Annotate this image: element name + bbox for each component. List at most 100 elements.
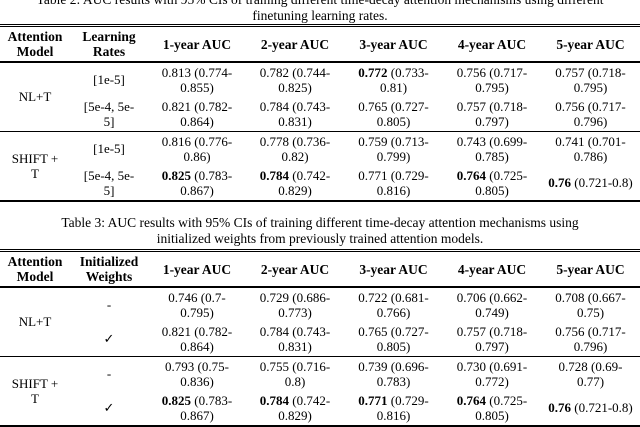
auc-value: 0.76 [548, 175, 571, 191]
auc-cell: 0.784 (0.742-0.829) [246, 166, 344, 201]
auc-cell: 0.722 (0.681-0.766) [344, 287, 443, 322]
group-shift-t: SHIFT + T [1e-5] 0.816 (0.776-0.86) 0.77… [0, 132, 640, 201]
col-header-3-year-auc: 3-year AUC [359, 261, 428, 277]
table-3: Attention Model Initialized Weights 1-ye… [0, 249, 640, 427]
col-header-1-year-auc: 1-year AUC [162, 36, 232, 52]
table-row: ✓ 0.821 (0.782-0.864) 0.784 (0.743-0.831… [0, 322, 640, 357]
group-nl-t: NL+T - 0.746 (0.7-0.795) 0.729 (0.686-0.… [0, 287, 640, 357]
auc-cell: 0.755 (0.716-0.8) [246, 357, 344, 392]
auc-ci: (0.681-0.766) [376, 289, 429, 321]
auc-cell: 0.743 (0.699-0.785) [443, 132, 541, 167]
table-row: SHIFT + T [1e-5] 0.816 (0.776-0.86) 0.77… [0, 132, 640, 182]
auc-value: 0.764 [456, 167, 487, 183]
auc-value: 0.756 [555, 98, 585, 114]
auc-value: 0.739 [358, 358, 388, 374]
auc-cell: 0.772 (0.733-0.81) [344, 62, 443, 97]
col-header-2-year-auc: 2-year AUC [260, 261, 330, 277]
auc-ci: (0.716-0.8) [284, 358, 331, 390]
auc-value: 0.755 [259, 358, 290, 374]
auc-cell: 0.821 (0.782-0.864) [148, 97, 246, 132]
auc-cell: 0.76 (0.721-0.8) [541, 391, 640, 426]
caption-line: initialized weights from previously trai… [156, 231, 484, 246]
auc-cell: 0.746 (0.7-0.795) [148, 287, 246, 322]
auc-cell: 0.821 (0.782-0.864) [148, 322, 246, 357]
auc-ci: (0.662-0.749) [475, 289, 528, 321]
auc-ci: (0.744-0.825) [278, 64, 331, 96]
auc-value: 0.793 [165, 358, 195, 374]
auc-cell: 0.813 (0.774-0.855) [148, 62, 246, 97]
auc-ci: (0.718-0.797) [475, 323, 528, 355]
caption-line: finetuning learning rates. [252, 8, 388, 23]
auc-value: 0.76 [548, 400, 571, 416]
auc-value: 0.757 [456, 323, 487, 339]
caption-line: Table 3: AUC results with 95% CIs of tra… [61, 215, 579, 230]
auc-value: 0.821 [161, 323, 192, 339]
auc-cell: 0.765 (0.727-0.805) [344, 322, 443, 357]
auc-ci: (0.69-0.77) [576, 358, 623, 390]
auc-value: 0.825 [161, 167, 192, 183]
auc-value: 0.771 [358, 392, 388, 408]
auc-cell: 0.771 (0.729-0.816) [344, 166, 443, 201]
auc-cell: 0.729 (0.686-0.773) [246, 287, 344, 322]
auc-cell: 0.816 (0.776-0.86) [148, 132, 246, 167]
auc-value: 0.772 [358, 64, 388, 80]
auc-value: 0.813 [161, 64, 192, 80]
auc-ci: (0.717-0.796) [573, 323, 626, 355]
auc-value: 0.756 [555, 323, 585, 339]
auc-ci: (0.696-0.783) [376, 358, 429, 390]
auc-value: 0.784 [259, 167, 290, 183]
auc-ci: (0.782-0.864) [180, 98, 233, 130]
auc-ci: (0.686-0.773) [278, 289, 331, 321]
table-row: NL+T [1e-5] 0.813 (0.774-0.855) 0.782 (0… [0, 62, 640, 105]
auc-value: 0.764 [456, 392, 487, 408]
table-row: SHIFT + T - 0.793 (0.75-0.836) 0.755 (0.… [0, 357, 640, 407]
auc-cell: 0.771 (0.729-0.816) [344, 391, 443, 426]
auc-ci: (0.721-0.8) [574, 175, 633, 191]
col-header-2-year-auc: 2-year AUC [260, 36, 330, 52]
col-header-learning-rates: Learning Rates [82, 29, 136, 59]
auc-value: 0.816 [161, 133, 192, 149]
auc-value: 0.741 [555, 133, 585, 149]
auc-ci: (0.733-0.81) [379, 64, 429, 96]
auc-value: 0.784 [259, 392, 290, 408]
auc-cell: 0.782 (0.744-0.825) [246, 62, 344, 97]
auc-cell: 0.739 (0.696-0.783) [344, 357, 443, 392]
auc-ci: (0.721-0.8) [574, 400, 633, 416]
group-shift-t: SHIFT + T - 0.793 (0.75-0.836) 0.755 (0.… [0, 357, 640, 426]
auc-cell: 0.825 (0.783-0.867) [148, 391, 246, 426]
init-weights-cell: ✓ [103, 331, 115, 347]
auc-ci: (0.691-0.772) [475, 358, 528, 390]
model-cell: NL+T [18, 89, 52, 105]
init-weights-cell: - [106, 366, 112, 382]
model-cell: SHIFT + T [11, 375, 59, 407]
auc-value: 0.778 [259, 133, 290, 149]
table-2: Attention Model Learning Rates 1-year AU… [0, 24, 640, 202]
auc-value: 0.782 [259, 64, 290, 80]
header-row: Attention Model Learning Rates 1-year AU… [0, 26, 640, 63]
auc-cell: 0.778 (0.736-0.82) [246, 132, 344, 167]
col-header-attention-model: Attention Model [7, 29, 63, 59]
auc-value: 0.730 [456, 358, 487, 374]
auc-value: 0.784 [259, 323, 290, 339]
auc-ci: (0.667-0.75) [576, 289, 626, 321]
auc-cell: 0.765 (0.727-0.805) [344, 97, 443, 132]
auc-cell: 0.76 (0.721-0.8) [541, 166, 640, 201]
auc-value: 0.821 [161, 98, 192, 114]
auc-ci: (0.7-0.795) [180, 289, 226, 321]
model-cell: NL+T [18, 314, 52, 330]
col-header-4-year-auc: 4-year AUC [457, 36, 527, 52]
auc-cell: 0.784 (0.742-0.829) [246, 391, 344, 426]
auc-cell: 0.793 (0.75-0.836) [148, 357, 246, 392]
auc-ci: (0.742-0.829) [278, 167, 331, 199]
col-header-5-year-auc: 5-year AUC [556, 36, 625, 52]
auc-ci: (0.743-0.831) [278, 323, 331, 355]
table-row: NL+T - 0.746 (0.7-0.795) 0.729 (0.686-0.… [0, 287, 640, 330]
col-header-initialized-weights: Initialized Weights [79, 254, 139, 284]
auc-value: 0.708 [555, 289, 585, 305]
auc-ci: (0.727-0.805) [376, 98, 429, 130]
auc-ci: (0.718-0.795) [573, 64, 626, 96]
table-2-caption: Table 2: AUC results with 95% CIs of tra… [0, 0, 640, 24]
auc-cell: 0.825 (0.783-0.867) [148, 166, 246, 201]
auc-cell: 0.708 (0.667-0.75) [541, 287, 640, 322]
